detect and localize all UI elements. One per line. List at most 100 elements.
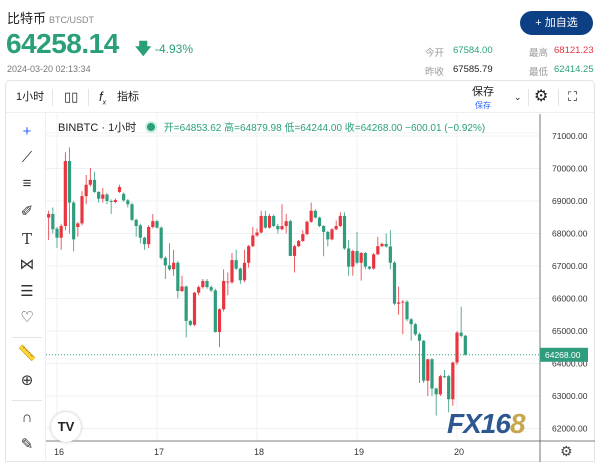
candle-body xyxy=(392,262,397,304)
status-dot xyxy=(147,123,156,131)
y-tick-label: 71000.00 xyxy=(552,131,588,141)
candle-body xyxy=(238,268,242,281)
candle-body xyxy=(317,217,322,227)
lock-draw-icon[interactable]: ✎ xyxy=(20,436,34,453)
candle-body xyxy=(288,221,292,256)
candle-body xyxy=(247,246,251,263)
prev-close-value: 67585.79 xyxy=(453,64,493,75)
chart-legend: BINBTC · 1小时 开=64853.62 高=64879.98 低=642… xyxy=(58,119,485,135)
asset-title: 比特币 BTC/USDT xyxy=(7,8,94,27)
candle-body xyxy=(176,262,180,292)
candle-body xyxy=(455,332,459,363)
candle-body xyxy=(147,227,151,245)
candle-body xyxy=(280,226,284,230)
legend-ohlc: 开=64853.62 高=64879.98 低=64244.00 收=64268… xyxy=(163,123,486,134)
high-value: 68121.23 xyxy=(554,45,594,56)
candle-body xyxy=(105,194,109,201)
candle-body xyxy=(409,319,413,325)
low-value: 62414.25 xyxy=(554,64,594,75)
y-tick-label: 65000.00 xyxy=(552,326,588,336)
fib-lines-icon[interactable]: ≡ xyxy=(22,175,32,192)
candle-body xyxy=(213,290,217,332)
interval-button[interactable]: 1小时 xyxy=(16,91,45,103)
y-tick-label: 63000.00 xyxy=(552,391,588,401)
candle-body xyxy=(376,246,380,255)
text-icon[interactable]: T xyxy=(21,230,32,248)
candle-body xyxy=(305,221,309,235)
candle-body xyxy=(367,266,372,269)
candle-body xyxy=(372,254,376,269)
candle-body xyxy=(388,246,392,263)
candle-body xyxy=(126,200,130,205)
x-tick-label: 17 xyxy=(154,447,164,457)
candle-body xyxy=(101,194,105,199)
candle-body xyxy=(417,334,422,341)
candle-body xyxy=(230,260,234,283)
y-tick-label: 68000.00 xyxy=(552,229,588,239)
candle-body xyxy=(117,187,122,192)
y-tick-label: 62000.00 xyxy=(552,424,588,434)
gear-icon[interactable]: ⚙ xyxy=(534,88,549,105)
candle-body xyxy=(342,215,347,249)
candle-body xyxy=(347,248,351,267)
candle-body xyxy=(413,324,417,335)
fx-icon[interactable]: fx xyxy=(99,89,107,107)
chevron-down-icon[interactable]: ⌄ xyxy=(514,92,522,102)
candle-body xyxy=(297,240,301,247)
candle-body xyxy=(138,225,142,238)
magnet-icon[interactable]: ∩ xyxy=(21,409,33,426)
fullscreen-icon[interactable]: ⛶ xyxy=(568,89,578,104)
candle-body xyxy=(55,228,59,238)
zoom-in-icon[interactable]: ⊕ xyxy=(20,372,34,389)
indicators-button[interactable]: 指标 xyxy=(117,91,139,103)
save-button[interactable]: 保存 保存 xyxy=(472,86,494,118)
candle-body xyxy=(192,292,197,325)
candle-body xyxy=(197,287,201,293)
candle-body xyxy=(330,229,334,240)
candle-body xyxy=(163,257,167,266)
candle-body xyxy=(384,243,388,247)
trend-line-icon[interactable]: ⟋ xyxy=(21,149,33,166)
ruler-icon[interactable]: 📏 xyxy=(17,345,37,362)
candle-body xyxy=(309,210,313,222)
candle-body xyxy=(463,335,467,355)
high-label: 最高 xyxy=(529,48,549,59)
candle-body xyxy=(447,376,451,400)
save-sublabel: 保存 xyxy=(475,101,491,110)
add-watchlist-button[interactable]: + 加自选 xyxy=(520,11,593,35)
x-tick-label: 16 xyxy=(54,447,64,457)
heart-icon[interactable]: ♡ xyxy=(20,309,34,326)
low-label: 最低 xyxy=(529,67,549,78)
candle-body xyxy=(251,235,255,247)
fx168-watermark: FX168 xyxy=(447,408,525,439)
candle-body xyxy=(292,246,297,256)
forecast-icon[interactable]: ☰ xyxy=(20,283,34,300)
candle-body xyxy=(51,214,55,230)
candle-body xyxy=(313,210,317,218)
candle-body xyxy=(430,359,434,389)
pattern-icon[interactable]: ⋈ xyxy=(19,256,35,273)
candle-body xyxy=(380,243,384,247)
candle-body xyxy=(122,193,126,201)
candle-body xyxy=(209,287,213,291)
tradingview-logo[interactable]: TV xyxy=(51,412,81,442)
legend-symbol: BINBTC · 1小时 xyxy=(58,122,137,134)
candle-body xyxy=(426,359,430,381)
candle-body xyxy=(113,200,117,202)
y-tick-label: 69000.00 xyxy=(552,196,588,206)
candle-body xyxy=(184,286,188,321)
axis-settings-gear-icon[interactable]: ⚙ xyxy=(560,443,573,459)
candle-body xyxy=(272,215,276,227)
crosshair-icon[interactable]: + xyxy=(22,123,32,140)
candle-body xyxy=(263,215,267,228)
asset-pair: BTC/USDT xyxy=(49,15,95,25)
y-tick-label: 67000.00 xyxy=(552,261,588,271)
candle-body xyxy=(72,202,76,240)
candlestick-icon[interactable]: ▯▯ xyxy=(64,89,79,104)
candle-body xyxy=(255,232,259,236)
candle-body xyxy=(205,280,209,288)
candle-body xyxy=(242,262,247,281)
candle-body xyxy=(217,309,222,332)
brush-icon[interactable]: ✐ xyxy=(20,203,34,220)
